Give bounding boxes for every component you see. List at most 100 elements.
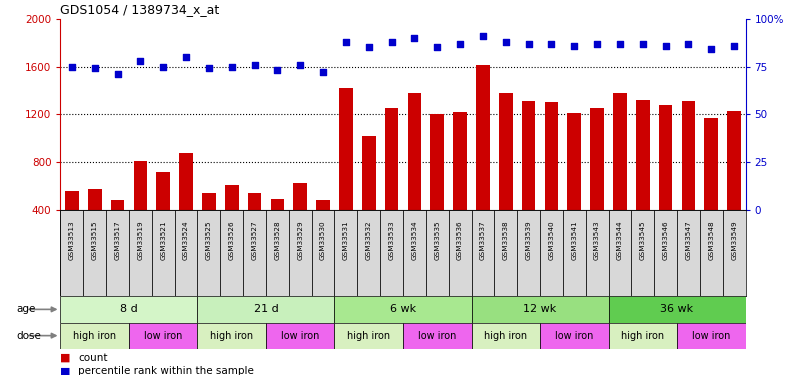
Point	[704, 46, 717, 53]
Bar	[334, 296, 472, 322]
Bar	[677, 210, 700, 296]
Text: GSM33528: GSM33528	[274, 220, 280, 260]
Text: high iron: high iron	[73, 331, 116, 340]
Point	[271, 68, 284, 74]
Bar	[494, 210, 517, 296]
Bar	[129, 322, 197, 349]
Bar	[472, 322, 540, 349]
Bar	[266, 322, 334, 349]
Text: low iron: low iron	[692, 331, 730, 340]
Bar	[316, 200, 330, 258]
Bar	[636, 100, 650, 258]
Text: ■: ■	[60, 366, 71, 375]
Point	[65, 63, 78, 70]
Bar	[334, 210, 357, 296]
Text: 21 d: 21 d	[254, 304, 278, 314]
Point	[545, 40, 558, 46]
Bar	[60, 296, 197, 322]
Bar	[700, 210, 723, 296]
Point	[659, 42, 672, 48]
Bar	[129, 210, 152, 296]
Bar	[60, 322, 129, 349]
Bar	[65, 191, 79, 258]
Bar	[220, 210, 243, 296]
Text: GSM33540: GSM33540	[548, 220, 555, 260]
Text: high iron: high iron	[484, 331, 527, 340]
Bar	[197, 322, 266, 349]
Text: GSM33537: GSM33537	[480, 220, 486, 260]
Point	[339, 39, 352, 45]
Point	[636, 40, 649, 46]
Bar	[453, 112, 467, 258]
Bar	[88, 189, 102, 258]
Point	[156, 63, 169, 70]
Bar	[540, 210, 563, 296]
Point	[362, 45, 375, 51]
Bar	[247, 193, 261, 258]
Bar	[339, 88, 353, 258]
Text: percentile rank within the sample: percentile rank within the sample	[78, 366, 254, 375]
Bar	[134, 161, 147, 258]
Text: high iron: high iron	[347, 331, 390, 340]
Text: ■: ■	[60, 353, 71, 363]
Text: low iron: low iron	[418, 331, 456, 340]
Bar	[476, 65, 490, 258]
Bar	[357, 210, 380, 296]
Bar	[408, 93, 422, 258]
Bar	[179, 153, 193, 258]
Text: GSM33526: GSM33526	[229, 220, 235, 260]
Text: GSM33548: GSM33548	[708, 220, 714, 260]
Bar	[682, 101, 696, 258]
Bar	[723, 210, 746, 296]
Text: low iron: low iron	[144, 331, 182, 340]
Bar	[659, 105, 672, 258]
Text: GSM33532: GSM33532	[366, 220, 372, 260]
Text: GSM33546: GSM33546	[663, 220, 669, 260]
Bar	[727, 111, 741, 258]
Bar	[609, 296, 746, 322]
Point	[293, 62, 306, 68]
Bar	[289, 210, 312, 296]
Bar	[586, 210, 609, 296]
Text: GSM33530: GSM33530	[320, 220, 326, 260]
Bar	[426, 210, 449, 296]
Bar	[704, 118, 718, 258]
Bar	[266, 210, 289, 296]
Point	[88, 66, 101, 72]
Text: 6 wk: 6 wk	[390, 304, 416, 314]
Bar	[197, 210, 220, 296]
Bar	[499, 93, 513, 258]
Text: age: age	[16, 304, 35, 314]
Point	[476, 33, 489, 39]
Bar	[152, 210, 175, 296]
Text: GSM33543: GSM33543	[594, 220, 600, 260]
Bar	[567, 113, 581, 258]
Point	[499, 39, 512, 45]
Bar	[175, 210, 197, 296]
Point	[134, 58, 147, 64]
Bar	[472, 296, 609, 322]
Bar	[430, 114, 444, 258]
Bar	[60, 210, 83, 296]
Bar	[106, 210, 129, 296]
Text: GDS1054 / 1389734_x_at: GDS1054 / 1389734_x_at	[60, 3, 220, 16]
Point	[248, 62, 261, 68]
Bar	[613, 93, 627, 258]
Text: GSM33545: GSM33545	[640, 220, 646, 260]
Point	[522, 40, 535, 46]
Text: GSM33544: GSM33544	[617, 220, 623, 260]
Point	[728, 42, 741, 48]
Text: GSM33527: GSM33527	[251, 220, 258, 260]
Text: count: count	[78, 353, 108, 363]
Bar	[449, 210, 472, 296]
Text: GSM33538: GSM33538	[503, 220, 509, 260]
Text: GSM33539: GSM33539	[526, 220, 532, 260]
Bar	[609, 210, 631, 296]
Bar	[590, 108, 604, 258]
Point	[111, 71, 124, 77]
Text: 12 wk: 12 wk	[523, 304, 557, 314]
Text: GSM33534: GSM33534	[411, 220, 418, 260]
Bar	[545, 102, 559, 258]
Bar	[202, 193, 216, 258]
Bar	[631, 210, 654, 296]
